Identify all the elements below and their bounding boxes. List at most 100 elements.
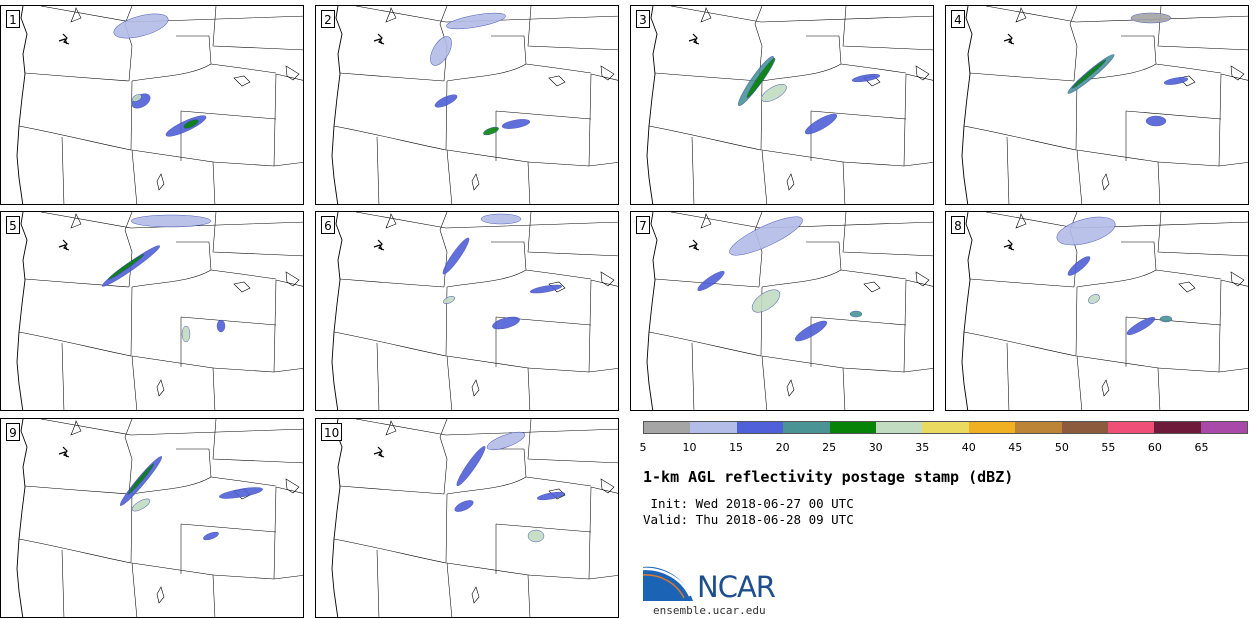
colorbar-tick-label: 10 — [682, 441, 697, 454]
colorbar-tick-label: 15 — [729, 441, 744, 454]
echo-region — [794, 320, 828, 342]
postage-stamp-panel: 10 — [315, 418, 619, 618]
basemap — [331, 419, 618, 617]
echo-region — [219, 487, 263, 499]
echo-region — [113, 13, 169, 39]
echo-region — [501, 119, 531, 129]
plot-title: 1-km AGL reflectivity postage stamp (dBZ… — [643, 468, 1014, 486]
ncar-logo-icon — [643, 566, 693, 601]
colorbar-swatch — [644, 422, 691, 433]
panel-member-label: 1 — [6, 10, 20, 28]
postage-stamp-panel: 6 — [315, 211, 619, 411]
colorbar-swatch — [829, 422, 876, 433]
colorbar-tick-label: 45 — [1008, 441, 1023, 454]
reflectivity-colorbar — [643, 421, 1248, 434]
panel-member-label: 3 — [636, 10, 650, 28]
echo-region — [480, 213, 522, 225]
colorbar-swatch — [968, 422, 1016, 433]
basemap — [16, 212, 303, 410]
panel-member-label: 4 — [951, 10, 965, 28]
basemap — [646, 6, 933, 204]
echo-region — [1088, 294, 1100, 304]
echo-region — [697, 271, 725, 291]
panel-member-label: 9 — [6, 423, 20, 441]
echo-region — [527, 529, 545, 543]
echo-region — [1067, 256, 1091, 276]
postage-stamp-panel: 5 — [0, 211, 304, 411]
echo-region — [216, 319, 226, 333]
postage-stamp-panel: 7 — [630, 211, 934, 411]
colorbar-swatch — [1107, 422, 1155, 433]
colorbar-tick-label: 40 — [961, 441, 976, 454]
colorbar-swatch — [690, 422, 737, 433]
colorbar-tick-label: 35 — [915, 441, 930, 454]
echo-region — [729, 216, 803, 256]
echo-region — [851, 73, 881, 83]
basemap — [961, 212, 1248, 410]
echo-region — [456, 445, 486, 487]
postage-stamp-panel: 9 — [0, 418, 304, 618]
echo-region — [181, 325, 191, 343]
basemap — [331, 6, 618, 204]
postage-stamp-panel: 1 — [0, 5, 304, 205]
echo-region — [131, 498, 151, 512]
basemap — [16, 419, 303, 617]
echo-region — [127, 463, 155, 495]
echo-region — [183, 119, 199, 129]
panel-member-label: 2 — [321, 10, 335, 28]
echo-region — [492, 316, 520, 330]
postage-stamp-panel: 4 — [945, 5, 1249, 205]
colorbar-swatch — [1200, 422, 1248, 433]
colorbar-swatch — [1061, 422, 1108, 433]
echo-region — [536, 491, 566, 501]
echo-region — [804, 113, 838, 135]
panel-member-label: 7 — [636, 216, 650, 234]
echo-region — [1145, 115, 1167, 127]
basemap — [961, 6, 1248, 204]
logo-url[interactable]: ensemble.ucar.edu — [653, 604, 766, 617]
colorbar-swatch — [1154, 422, 1201, 433]
echo-region — [1163, 77, 1189, 85]
echo-region — [1126, 317, 1156, 335]
postage-stamp-panel: 2 — [315, 5, 619, 205]
colorbar-tick-label: 5 — [639, 441, 647, 454]
basemap — [16, 6, 303, 204]
echo-region — [746, 58, 776, 98]
colorbar-tick-label: 20 — [775, 441, 790, 454]
echo-region — [1159, 315, 1173, 323]
valid-time: Valid: Thu 2018-06-28 09 UTC — [643, 512, 854, 527]
echo-region — [132, 94, 142, 102]
colorbar-tick-labels: 5 10 15 20 25 30 35 40 45 50 55 60 65 — [639, 441, 1248, 455]
colorbar-swatch — [783, 422, 830, 433]
panel-member-label: 6 — [321, 216, 335, 234]
colorbar-swatch — [1015, 422, 1062, 433]
colorbar-tick-label: 30 — [868, 441, 883, 454]
postage-stamp-panel: 3 — [630, 5, 934, 205]
echo-region — [446, 12, 506, 30]
basemap — [331, 212, 618, 410]
echo-region — [1056, 216, 1116, 246]
echo-region — [849, 310, 863, 318]
colorbar-swatch — [875, 422, 923, 433]
colorbar-tick-label: 65 — [1194, 441, 1209, 454]
panel-member-label: 10 — [321, 423, 343, 441]
echo-region — [107, 254, 145, 280]
echo-region — [443, 296, 455, 304]
echo-region — [529, 284, 563, 294]
echo-region — [430, 36, 452, 66]
echo-region — [486, 431, 526, 451]
echo-region — [434, 94, 458, 108]
echo-region — [1071, 59, 1107, 89]
colorbar-swatch — [922, 422, 969, 433]
colorbar-swatch — [736, 422, 784, 433]
echo-region — [442, 237, 470, 275]
basemap — [646, 212, 933, 410]
echo-region — [454, 500, 474, 512]
postage-stamp-panel: 8 — [945, 211, 1249, 411]
init-time: Init: Wed 2018-06-27 00 UTC — [643, 496, 854, 511]
colorbar-tick-label: 50 — [1054, 441, 1069, 454]
colorbar-tick-label: 60 — [1147, 441, 1162, 454]
echo-region — [761, 84, 787, 102]
echo-region — [130, 214, 212, 228]
colorbar-tick-label: 25 — [822, 441, 837, 454]
